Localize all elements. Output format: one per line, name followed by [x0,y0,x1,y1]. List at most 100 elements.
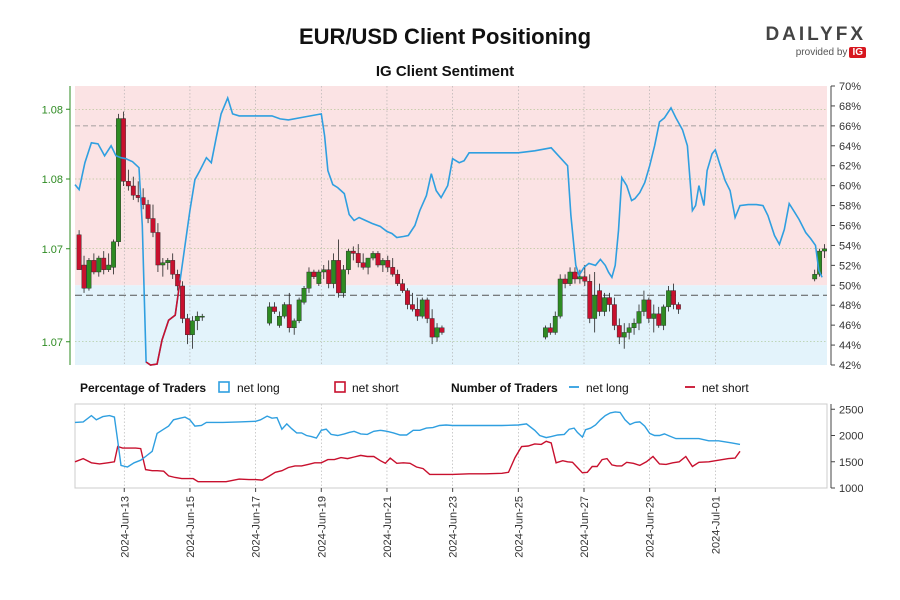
candle-body [76,234,82,270]
pct-tick-label: 68% [839,101,861,113]
candle-body [160,262,166,266]
candle-body [626,327,632,333]
candle-body [602,297,607,312]
candle-body [326,269,332,284]
candle-body [135,195,141,198]
price-tick-label: 1.07 [42,244,63,256]
legend-num-short: net short [702,381,749,395]
candle-body [277,315,282,326]
legend-num-title: Number of Traders [451,381,558,395]
candle-body [419,299,425,317]
candle-body [116,118,121,242]
candle-body [321,269,327,273]
candle-body [572,271,578,280]
date-tick-label: 2024-Jun-21 [382,496,394,558]
candle-body [812,274,818,280]
legend: Percentage of Traders net long net short… [80,381,749,395]
candle-body [597,290,602,312]
candle-body [121,118,126,182]
pct-tick-label: 44% [839,340,861,352]
candle-body [380,260,386,266]
brand-ig-badge: IG [849,47,866,58]
candle-body [306,271,312,289]
candle-body [281,304,287,317]
candle-body [81,264,87,289]
candle-body [405,290,410,305]
candle-body [577,276,583,280]
candle-body [199,315,205,318]
price-tick-label: 1.08 [42,104,63,116]
candle-body [91,260,97,273]
price-axis: 1.07 1.07 1.08 1.08 [42,86,71,365]
count-tick-label: 2500 [839,404,863,416]
candle-body [582,276,588,282]
page-title: EUR/USD Client Positioning [298,24,592,49]
price-sentiment-panel: 1.07 1.07 1.08 1.08 42% 44% 46% 48% 50% 52% 54% 56… [42,81,862,372]
date-tick-label: 2024-Jun-27 [579,496,591,558]
candle-body [180,285,185,319]
net-long-count-line [74,411,741,468]
pct-tick-label: 52% [839,260,861,272]
candle-body [316,271,322,284]
candle-body [429,318,435,338]
candle-body [296,299,302,322]
candle-body [661,306,667,326]
candle-body [611,304,617,326]
count-tick-label: 1000 [839,483,863,495]
candle-body [189,320,195,335]
candle-body [385,260,391,268]
legend-pct-short: net short [352,381,399,395]
candle-body [671,290,676,305]
count-tick-label: 2000 [839,431,863,443]
candle-body [587,281,593,319]
date-tick-label: 2024-Jul-01 [710,496,722,554]
candle-body [370,253,376,259]
candle-body [390,267,396,275]
percentage-axis: 42% 44% 46% 48% 50% 52% 54% 56% 58% 60% 62% 64% 66% 6… [830,81,861,372]
candle-body [666,290,671,308]
candle-body [194,315,200,322]
brand-logo: DAILYFX provided by IG [760,24,866,58]
pct-tick-label: 46% [839,320,861,332]
candle-body [543,327,548,338]
candle-body [439,327,445,333]
candle-body [400,283,405,291]
legend-num-long: net long [586,381,629,395]
count-tick-label: 1500 [839,457,863,469]
date-tick-label: 2024-Jun-23 [448,496,460,558]
candle-body [621,332,627,338]
net-long-zone [75,285,827,365]
pct-tick-label: 48% [839,300,861,312]
candle-body [365,257,371,268]
net-short-zone [75,86,827,286]
pct-tick-label: 70% [839,81,861,93]
candle-body [291,320,297,329]
candle-body [331,260,337,284]
candle-body [165,260,171,263]
candle-body [311,271,317,277]
candle-body [145,204,151,219]
candle-body [424,299,430,319]
date-axis: 2024-Jun-13 2024-Jun-15 2024-Jun-17 2024-Ju… [119,488,722,558]
brand-tagline: provided by IG [760,47,866,58]
candle-body [360,262,366,268]
candle-body [96,257,102,273]
brand-name: DAILYFX [765,24,866,45]
candle-body [567,271,573,284]
trader-count-panel: 1000 1500 2000 2500 2024-Jun-13 2024-Jun-15 2… [74,403,863,558]
candle-body [552,315,558,333]
date-tick-label: 2024-Jun-25 [513,496,525,558]
candle-body [345,250,351,270]
candle-body [150,218,156,233]
candle-body [106,264,112,270]
price-candles [76,111,827,349]
candle-body [414,309,420,317]
candle-body [434,327,440,338]
legend-pct-title: Percentage of Traders [80,381,206,395]
price-tick-label: 1.08 [42,174,63,186]
net-long-percentage-line [74,95,823,366]
pct-tick-label: 58% [839,201,861,213]
candle-body [185,318,190,335]
candle-body [676,304,681,310]
candle-body [592,295,598,319]
